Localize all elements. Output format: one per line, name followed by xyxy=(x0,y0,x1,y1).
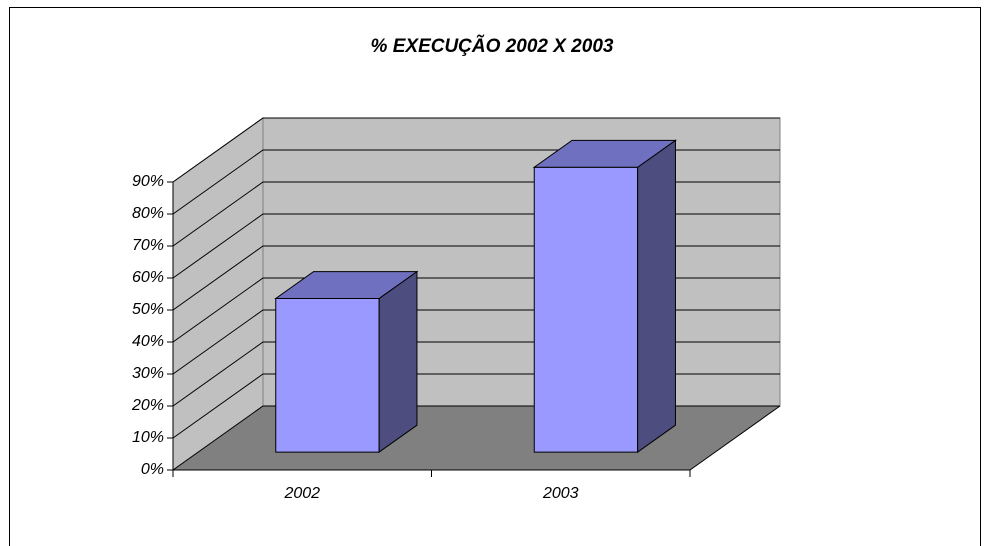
bar-front xyxy=(275,297,380,453)
x-tick-label: 2003 xyxy=(542,485,579,502)
floor xyxy=(173,406,780,470)
bar-front xyxy=(533,166,639,453)
y-tick-label: 20% xyxy=(131,397,164,414)
y-tick-label: 80% xyxy=(132,205,164,222)
chart-title: % EXECUÇÃO 2002 X 2003 xyxy=(371,35,614,57)
y-tick-label: 70% xyxy=(132,237,164,254)
grid-line xyxy=(172,117,780,183)
bar-side xyxy=(378,270,418,454)
bar-top xyxy=(532,139,678,168)
bar-side xyxy=(637,139,676,454)
y-tick-label: 0% xyxy=(141,461,164,478)
y-tick-label: 30% xyxy=(132,365,164,382)
y-tick-label: 40% xyxy=(132,333,164,350)
y-tick-label: 60% xyxy=(132,269,164,286)
floor-edge xyxy=(689,405,781,471)
y-tick-label: 90% xyxy=(132,173,164,190)
bar-top xyxy=(274,271,419,299)
y-tick-label: 50% xyxy=(132,301,164,318)
y-tick-label: 10% xyxy=(132,429,164,446)
x-tick-label: 2002 xyxy=(283,485,320,502)
